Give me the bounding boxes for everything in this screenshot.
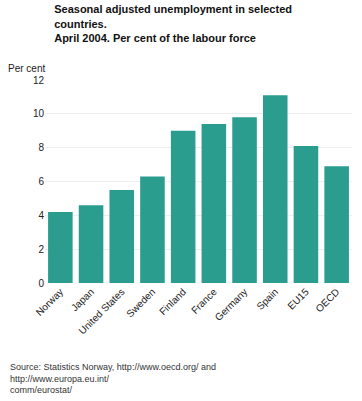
svg-text:Sweden: Sweden [124, 286, 157, 319]
svg-text:Finland: Finland [157, 286, 188, 317]
svg-text:OECD: OECD [313, 286, 341, 314]
svg-text:Source: Statistics Norway, htt: Source: Statistics Norway, http://www.oe… [10, 362, 216, 395]
svg-text:Seasonal adjusted unemployment: Seasonal adjusted unemployment in select… [54, 3, 292, 44]
svg-text:10: 10 [33, 108, 45, 119]
svg-text:Japan: Japan [69, 286, 96, 313]
svg-text:12: 12 [33, 75, 45, 86]
svg-text:0: 0 [38, 278, 44, 289]
svg-text:Spain: Spain [254, 286, 280, 312]
svg-text:United States: United States [76, 286, 126, 336]
svg-text:2: 2 [38, 244, 44, 255]
svg-text:Per cent: Per cent [8, 63, 45, 74]
svg-text:Norway: Norway [34, 286, 66, 318]
svg-text:EU15: EU15 [285, 286, 311, 312]
svg-text:Germany: Germany [213, 286, 250, 323]
svg-text:France: France [189, 286, 219, 316]
svg-text:6: 6 [38, 176, 44, 187]
svg-text:4: 4 [38, 210, 44, 221]
svg-text:8: 8 [38, 142, 44, 153]
